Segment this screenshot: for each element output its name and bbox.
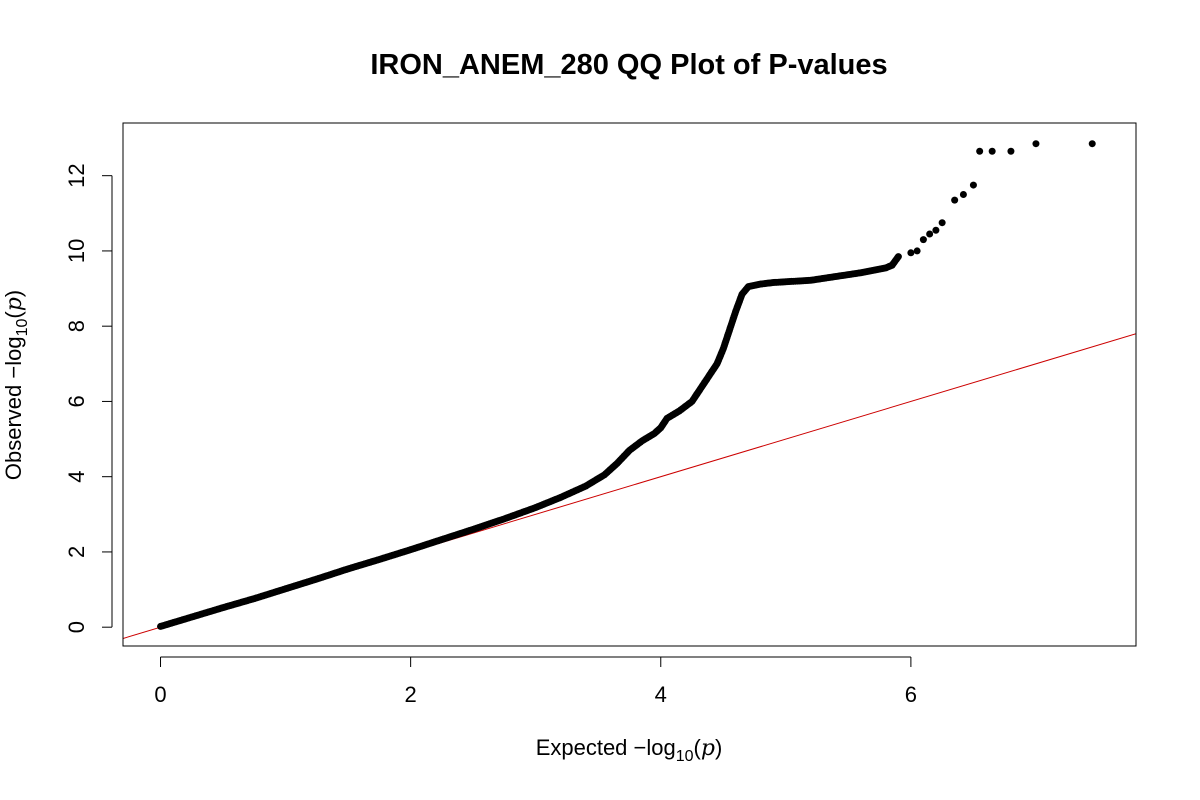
data-point	[976, 147, 984, 155]
data-point	[951, 196, 959, 204]
y-tick-label: 8	[64, 320, 89, 332]
data-point	[1032, 140, 1040, 148]
y-axis-label: Observed −log10(p)	[1, 290, 31, 480]
data-point	[932, 226, 940, 234]
x-tick-label: 2	[405, 682, 417, 707]
data-point	[1088, 140, 1096, 148]
x-tick-label: 0	[154, 682, 166, 707]
y-tick-label: 4	[64, 471, 89, 483]
y-tick-label: 12	[64, 163, 89, 187]
data-point	[913, 247, 921, 255]
x-axis: 0 2 4 6	[154, 656, 917, 707]
y-tick-label: 6	[64, 395, 89, 407]
data-points	[157, 140, 1096, 630]
y-tick-label: 2	[64, 546, 89, 558]
data-point	[1007, 147, 1015, 155]
x-tick-label: 6	[905, 682, 917, 707]
chart-title: IRON_ANEM_280 QQ Plot of P-values	[370, 49, 887, 81]
data-point	[959, 190, 967, 198]
plot-frame	[122, 122, 1137, 647]
data-point	[969, 181, 977, 189]
y-tick-label: 10	[64, 239, 89, 263]
x-tick-label: 4	[655, 682, 667, 707]
data-point	[919, 236, 927, 244]
x-axis-label: Expected −log10(p)	[536, 735, 723, 765]
data-point	[988, 147, 996, 155]
data-point	[938, 219, 946, 227]
y-axis: 0 2 4 6 8 10 12	[64, 163, 113, 633]
data-point	[894, 253, 902, 261]
y-tick-label: 0	[64, 621, 89, 633]
data-point	[907, 249, 915, 257]
data-point	[926, 230, 934, 238]
